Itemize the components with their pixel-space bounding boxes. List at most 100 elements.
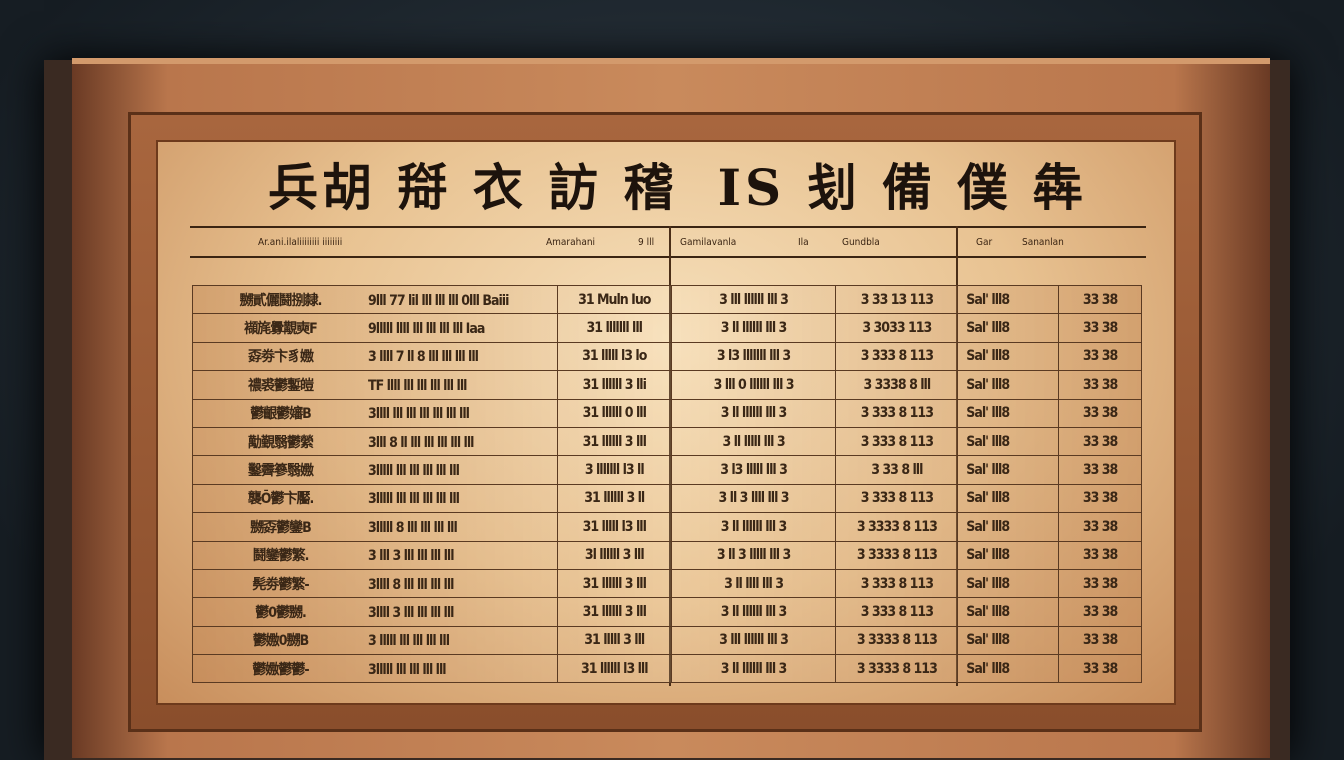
row-name: 髡劵鬱繁- <box>252 576 309 593</box>
table-cell: Sal' lll8 <box>957 284 1060 315</box>
row-detail: 3llll 8 lll lll lll lll <box>368 576 454 593</box>
table-cell: 襭旄釁覯奭F 9lllll llll lll lll lll lll Iaa <box>192 313 558 343</box>
table-cell: Sal' lll8 <box>957 483 1060 514</box>
table-cell: 31 llllll l3 lll <box>556 654 672 684</box>
header-6: Gundbla <box>842 237 880 248</box>
table-row: 襭旄釁覯奭F 9lllll llll lll lll lll lll Iaa 31 … <box>192 313 1142 343</box>
row-name: 鬪鑾鬱繁. <box>252 548 310 565</box>
table-cell: 3 333 8 113 <box>835 398 959 428</box>
table-cell: 3 33 8 lll <box>835 455 959 485</box>
table-cell: 3 333 8 113 <box>835 426 959 457</box>
row-detail: 3lllll lll lll lll lll lll <box>368 491 460 508</box>
row-detail: 3lll 8 ll lll lll lll lll lll <box>368 434 474 451</box>
table-cell: 33 38 <box>1058 426 1142 457</box>
table-cell: Sal' lll8 <box>957 341 1060 372</box>
table-row: 襲Ō鬱卞靨. 3lllll lll lll lll lll lll 31 lllll… <box>192 483 1142 514</box>
table-row: 鬪鑾鬱繁. 3 lll 3 lll lll lll lll 3l llllll 3 … <box>192 540 1142 570</box>
table-cell: 鬪鑾鬱繁. 3 lll 3 lll lll lll lll <box>192 540 558 570</box>
table-cell: 33 38 <box>1058 597 1142 627</box>
table-cell: 33 38 <box>1058 284 1142 315</box>
table-cell: 3 333 8 113 <box>835 597 959 627</box>
header-4: Gamilavanla <box>680 237 737 248</box>
table-cell: 3l llllll 3 lll <box>556 540 672 570</box>
table-cell: 3 3333 8 113 <box>835 654 959 684</box>
header-2: Amarahani <box>546 237 596 248</box>
table-cell: 鑿霽篸翳嫐 3lllll lll lll lll lll lll <box>192 455 558 485</box>
header-5: Ila <box>798 237 809 248</box>
table-cell: Sal' lll8 <box>957 313 1060 343</box>
table-cell: 禯裘鬱鏨皚 TF llll lll lll lll lll lll <box>192 370 558 400</box>
table-cell: 31 lllll 3 lll <box>556 625 672 656</box>
row-detail: 3 lll 3 lll lll lll lll <box>368 548 455 565</box>
table-cell: 3 ll llllll lll 3 <box>670 313 837 343</box>
row-detail: 3lllll lll lll lll lll lll <box>368 463 460 480</box>
table-cell: 鬱嫐鬱鬱- 3lllll lll lll lll lll <box>192 654 558 684</box>
table-cell: 3 ll 3 lllll lll 3 <box>670 540 837 570</box>
row-detail: 3llll lll lll lll lll lll lll <box>368 406 470 423</box>
table-cell: 3 3338 8 lll <box>835 370 959 400</box>
row-name: 嬲孬鬱鑾B <box>250 519 312 536</box>
row-detail: 3lllll lll lll lll lll <box>368 661 447 678</box>
table-cell: 31 llllll 3 lli <box>556 370 672 400</box>
table-row: 孬劵卞豸嫐 3 llll 7 ll 8 lll lll lll lll 31 lll… <box>192 341 1142 372</box>
header-1: Ar.ani.ilaliiiiiiii iiiiiiii <box>258 237 343 248</box>
table-cell: 31 Muln Iuo <box>556 284 672 315</box>
header-3: 9 lll <box>638 237 655 248</box>
row-name: 襭旄釁覯奭F <box>244 321 318 338</box>
table-cell: Sal' lll8 <box>957 654 1060 684</box>
table-cell: 33 38 <box>1058 398 1142 428</box>
table-cell: 3 ll llll lll 3 <box>670 568 837 599</box>
table-cell: 33 38 <box>1058 313 1142 343</box>
schedule-table: 嬲貳儷鬪捌隸. 9lll 77 lil lll lll lll 0lll Baii… <box>192 284 1142 684</box>
table-cell: 33 38 <box>1058 568 1142 599</box>
table-cell: 33 38 <box>1058 370 1142 400</box>
table-cell: 3 3333 8 113 <box>835 540 959 570</box>
table-cell: 鬱0鬱嬲. 3llll 3 lll lll lll lll <box>192 597 558 627</box>
table-cell: 33 38 <box>1058 512 1142 542</box>
table-cell: 33 38 <box>1058 483 1142 514</box>
table-cell: 3 ll llllll lll 3 <box>670 398 837 428</box>
table-cell: 33 38 <box>1058 341 1142 372</box>
row-name: 鬱0鬱嬲. <box>255 604 307 621</box>
header-8: Sananlan <box>1022 237 1064 248</box>
table-cell: 3 ll 3 llll lll 3 <box>670 483 837 514</box>
table-cell: 孬劵卞豸嫐 3 llll 7 ll 8 lll lll lll lll <box>192 341 558 372</box>
row-name: 鬱齦鬱嬸B <box>250 406 312 423</box>
table-cell: 鬱嫐0嬲B 3 lllll lll lll lll lll <box>192 625 558 656</box>
table-cell: 3 3333 8 113 <box>835 625 959 656</box>
table-row: 鬱齦鬱嬸B 3llll lll lll lll lll lll lll 31 lll… <box>192 398 1142 428</box>
row-detail: 3llll 3 lll lll lll lll <box>368 604 454 621</box>
table-cell: 勱覲翳鬱縈 3lll 8 ll lll lll lll lll lll <box>192 426 558 457</box>
table-cell: Sal' lll8 <box>957 370 1060 400</box>
row-name: 鬱嫐0嬲B <box>252 633 309 650</box>
table-cell: 31 llllll 0 lll <box>556 398 672 428</box>
table-cell: Sal' lll8 <box>957 625 1060 656</box>
table-cell: 31 llllll 3 lll <box>556 568 672 599</box>
table-cell: 3 l3 lllllll lll 3 <box>670 341 837 372</box>
row-name: 嬲貳儷鬪捌隸. <box>239 292 323 309</box>
table-cell: Sal' lll8 <box>957 597 1060 627</box>
row-name: 襲Ō鬱卞靨. <box>247 491 315 508</box>
table-cell: 3 333 8 113 <box>835 483 959 514</box>
title-part-2: IS 刬 備 僕 犇 <box>717 158 1087 217</box>
row-detail: 3lllll 8 lll lll lll lll <box>368 519 458 536</box>
row-name: 孬劵卞豸嫐 <box>248 349 314 366</box>
table-cell: 33 38 <box>1058 540 1142 570</box>
table-cell: 31 llllll 3 ll <box>556 483 672 514</box>
table-cell: 33 38 <box>1058 625 1142 656</box>
table-row: 嬲孬鬱鑾B 3lllll 8 lll lll lll lll 31 lllll l3… <box>192 512 1142 542</box>
table-cell: 鬱齦鬱嬸B 3llll lll lll lll lll lll lll <box>192 398 558 428</box>
table-cell: 3 l3 lllll lll 3 <box>670 455 837 485</box>
row-detail: 3 lllll lll lll lll lll <box>368 633 450 650</box>
board-title: 兵胡 搿 衣 訪 稽 IS 刬 備 僕 犇 <box>268 148 1127 220</box>
table-cell: 嬲貳儷鬪捌隸. 9lll 77 lil lll lll lll 0lll Baii… <box>192 284 558 315</box>
table-cell: Sal' lll8 <box>957 512 1060 542</box>
table-cell: 31 lllll l3 lo <box>556 341 672 372</box>
table-cell: 3 lllllll l3 ll <box>556 455 672 485</box>
title-part-1: 兵胡 搿 衣 訪 稽 <box>268 158 678 217</box>
header-7: Gar <box>976 237 993 248</box>
table-row: 鬱嫐0嬲B 3 lllll lll lll lll lll 31 lllll 3 l… <box>192 625 1142 656</box>
table-cell: Sal' lll8 <box>957 398 1060 428</box>
table-cell: 3 ll llllll lll 3 <box>670 654 837 684</box>
table-cell: Sal' lll8 <box>957 426 1060 457</box>
